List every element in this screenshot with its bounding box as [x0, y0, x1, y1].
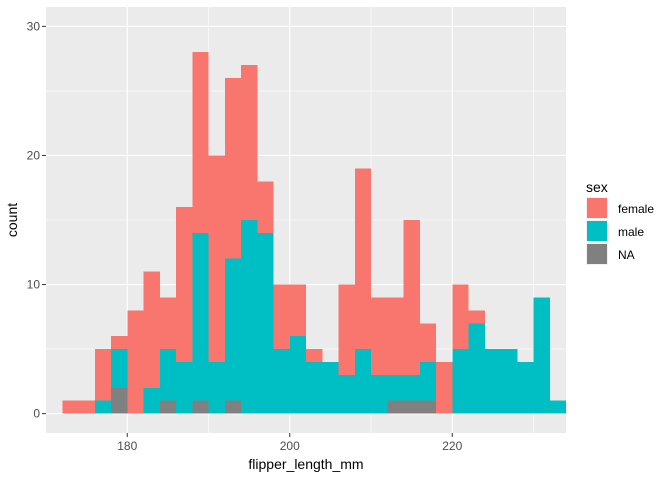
- bar-female: [192, 52, 209, 233]
- bar-female: [436, 362, 453, 414]
- bar-male: [419, 362, 436, 401]
- bar-na: [224, 400, 241, 414]
- bar-male: [501, 349, 518, 414]
- bar-na: [159, 400, 176, 414]
- bar-male: [208, 362, 225, 414]
- legend-label-na: NA: [618, 248, 635, 262]
- y-tick-label: 30: [27, 19, 41, 33]
- bar-male: [403, 374, 420, 401]
- x-axis: 180 200 220: [117, 433, 463, 453]
- bar-male: [533, 297, 550, 414]
- y-axis-title: count: [4, 203, 20, 237]
- bar-female: [371, 297, 388, 375]
- bar-female: [419, 323, 436, 362]
- bar-male: [159, 349, 176, 401]
- y-axis: 0 10 20 30: [27, 19, 46, 421]
- bar-female: [241, 65, 258, 220]
- bar-male: [257, 232, 274, 414]
- bar-female: [143, 271, 160, 388]
- bar-female: [452, 284, 469, 350]
- bar-female: [224, 78, 241, 259]
- legend-title: sex: [586, 179, 608, 195]
- x-tick-label: 220: [442, 439, 462, 453]
- bar-male: [484, 349, 501, 414]
- legend-swatch-na: [587, 244, 607, 264]
- bar-na: [111, 387, 128, 414]
- bar-male: [468, 323, 485, 414]
- bar-male: [289, 336, 306, 414]
- legend-swatch-female: [587, 198, 607, 218]
- y-tick-label: 10: [27, 278, 41, 292]
- bar-male: [517, 362, 534, 414]
- bar-male: [176, 362, 193, 414]
- bar-female: [159, 297, 176, 350]
- bar-female: [289, 284, 306, 337]
- bar-female: [257, 181, 274, 233]
- bar-female: [208, 155, 225, 362]
- bar-na: [403, 400, 420, 414]
- bar-male: [192, 232, 209, 401]
- bar-male: [143, 387, 160, 414]
- bar-female: [111, 336, 128, 350]
- bar-male: [387, 374, 404, 401]
- legend-swatch-male: [587, 221, 607, 241]
- bar-female: [127, 310, 144, 414]
- x-tick-label: 200: [280, 439, 300, 453]
- bar-female: [338, 284, 355, 375]
- bar-na: [192, 400, 209, 414]
- bar-na: [387, 400, 404, 414]
- bar-na: [419, 400, 436, 414]
- y-tick-label: 20: [27, 148, 41, 162]
- bar-male: [371, 374, 388, 414]
- bar-male: [354, 349, 371, 414]
- y-tick-label: 0: [33, 407, 40, 421]
- bar-male: [338, 374, 355, 414]
- legend-label-male: male: [618, 225, 644, 239]
- x-tick-label: 180: [117, 439, 137, 453]
- bar-female: [403, 220, 420, 375]
- bar-male: [273, 349, 290, 414]
- bar-male: [224, 258, 241, 401]
- bar-male: [306, 362, 323, 414]
- bar-female: [354, 168, 371, 350]
- bar-female: [273, 284, 290, 350]
- legend: sex female male NA: [586, 179, 654, 265]
- bar-male: [322, 362, 339, 414]
- bar-female: [78, 400, 95, 414]
- bar-female: [62, 400, 79, 414]
- bar-male: [241, 220, 258, 414]
- bar-female: [468, 310, 485, 324]
- bar-male: [94, 400, 111, 414]
- bar-female: [387, 297, 404, 375]
- bar-female: [306, 349, 323, 362]
- histogram-bars: [62, 52, 566, 414]
- bar-female: [176, 207, 193, 362]
- bar-male: [452, 349, 469, 414]
- bar-male: [111, 349, 128, 388]
- legend-label-female: female: [618, 202, 654, 216]
- x-axis-title: flipper_length_mm: [248, 456, 363, 472]
- bar-female: [94, 349, 111, 401]
- bar-male: [549, 400, 566, 414]
